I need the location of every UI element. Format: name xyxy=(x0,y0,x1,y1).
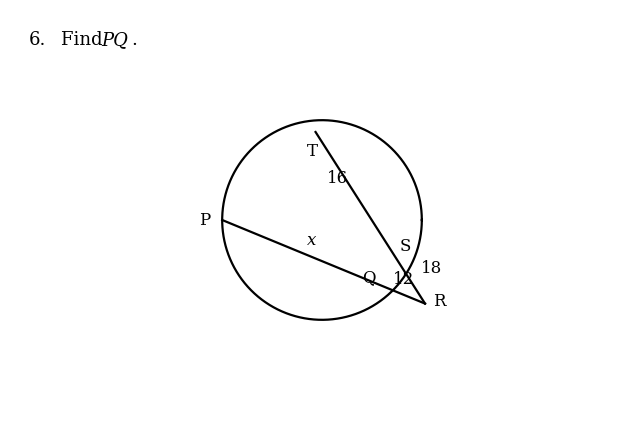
Text: PQ: PQ xyxy=(102,31,129,49)
Text: T: T xyxy=(307,143,318,160)
Text: x: x xyxy=(307,232,316,249)
Text: .: . xyxy=(131,31,137,49)
Text: 18: 18 xyxy=(421,260,442,277)
Text: S: S xyxy=(399,238,411,256)
Text: Q: Q xyxy=(363,269,376,286)
Text: P: P xyxy=(200,212,211,228)
Text: 6.: 6. xyxy=(29,31,46,49)
Text: R: R xyxy=(433,293,445,310)
Text: 12: 12 xyxy=(393,271,413,288)
Text: 16: 16 xyxy=(327,170,348,187)
Text: Find: Find xyxy=(61,31,109,49)
